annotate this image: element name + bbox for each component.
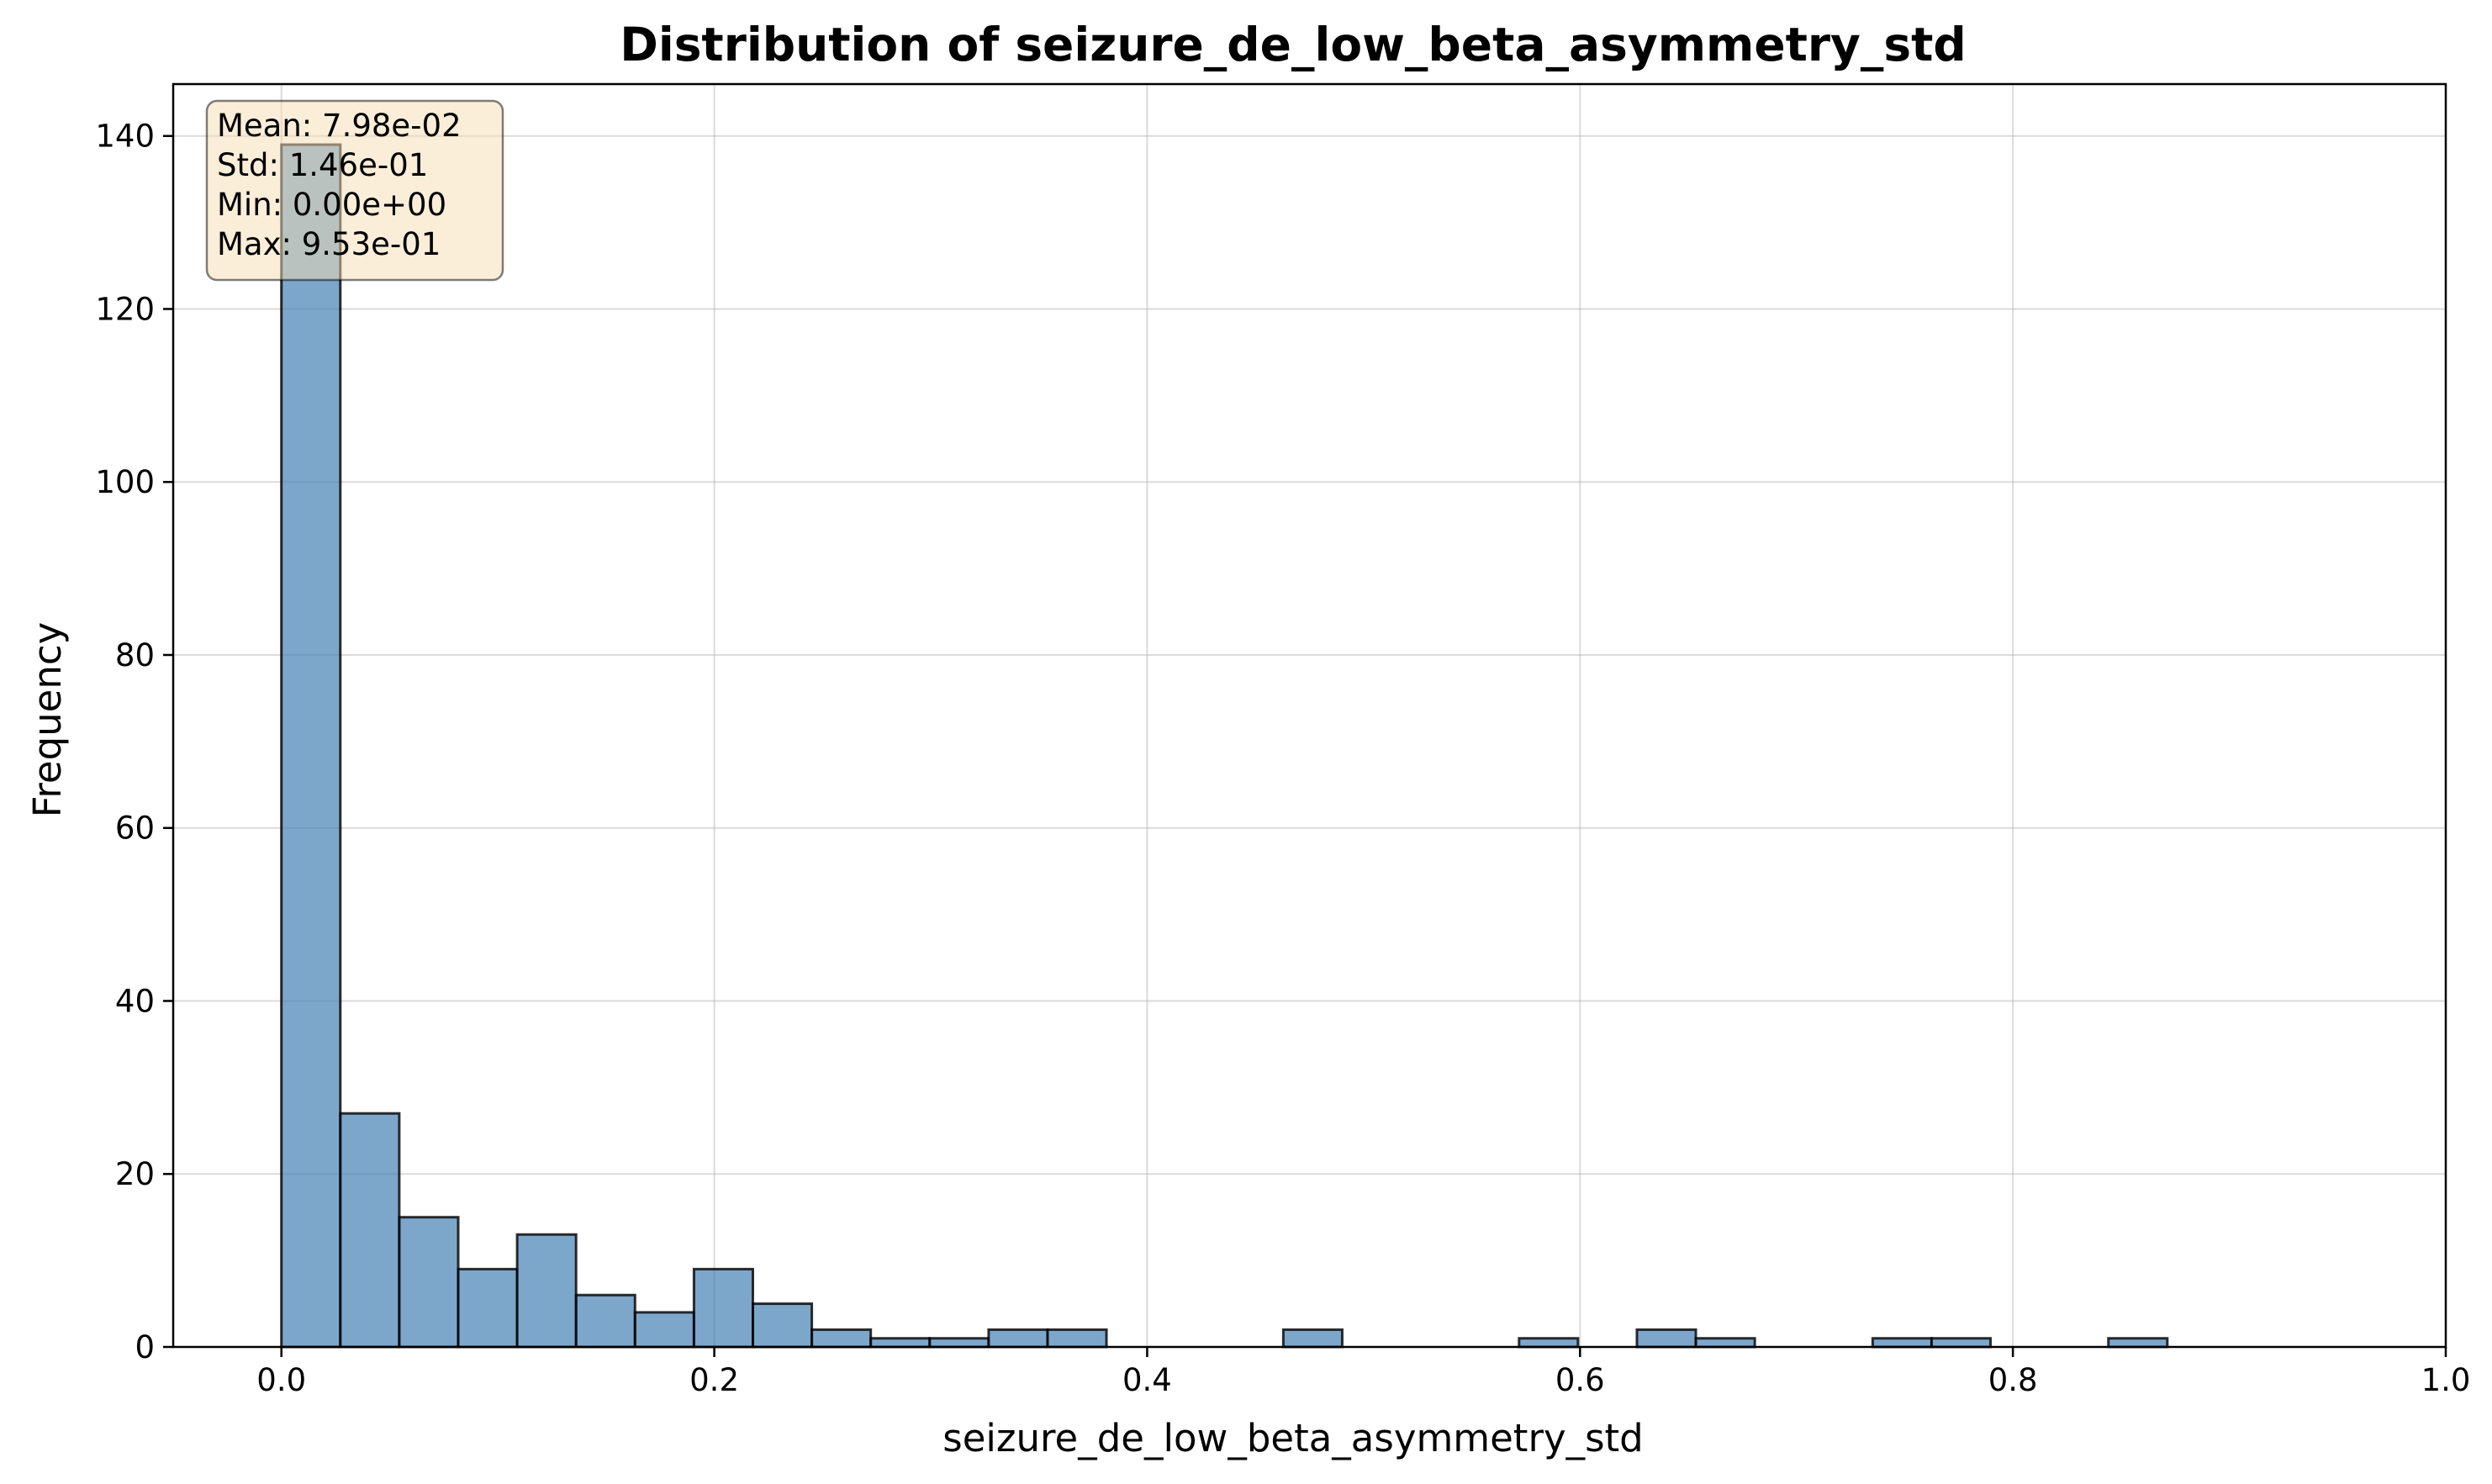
histogram-bar [1281,1328,1344,1349]
y-axis-ticks: 0 20 40 60 80 100 120 140 [95,119,173,1365]
y-tick-label: 140 [95,119,155,155]
histogram-bar [339,1112,401,1349]
x-tick-label: 0.0 [256,1362,306,1398]
x-tick-label: 0.8 [1988,1362,2038,1398]
chart-title: Distribution of seizure_de_low_beta_asym… [620,18,1967,71]
y-tick-label: 0 [135,1329,155,1365]
grid [173,84,2447,1348]
x-tick-label: 0.2 [689,1362,739,1398]
histogram-bar [1871,1337,1933,1349]
x-tick-label: 0.6 [1555,1362,1605,1398]
x-axis-ticks: 0.0 0.2 0.4 0.6 0.8 1.0 [256,1347,2470,1398]
histogram-bar [280,143,342,1349]
histogram-bar [869,1337,932,1349]
stats-std: Std: 1.46e-01 [217,147,428,183]
histogram-bar [633,1311,695,1349]
x-tick-label: 1.0 [2421,1362,2471,1398]
stats-box: Mean: 7.98e-02 Std: 1.46e-01 Min: 0.00e+… [205,99,504,282]
histogram-bar [1694,1337,1756,1349]
stats-box-background [205,99,504,282]
y-tick-label: 20 [115,1156,155,1192]
stats-min: Min: 0.00e+00 [217,187,446,223]
histogram-bar [1518,1337,1580,1349]
histogram-bar [515,1233,578,1349]
axes-frame [172,82,2447,1349]
x-axis-label: seizure_de_low_beta_asymmetry_std [942,1416,1643,1460]
histogram-bar [457,1267,519,1349]
histogram-bar [987,1328,1049,1349]
y-tick-label: 120 [95,291,155,327]
y-tick-label: 100 [95,464,155,500]
histogram-bar [1930,1337,1993,1349]
histogram-bar [928,1337,990,1349]
histogram-bar [2107,1337,2169,1349]
y-tick-label: 80 [115,637,155,673]
stats-max: Max: 9.53e-01 [217,226,441,262]
histogram-bar [810,1328,873,1349]
histogram-bar [692,1267,754,1349]
y-tick-label: 40 [115,983,155,1019]
histogram-bar [574,1293,636,1349]
histogram-bar [1635,1328,1697,1349]
y-axis-label: Frequency [25,622,70,817]
histogram-bars [280,143,2169,1349]
histogram-bar [751,1302,814,1349]
x-tick-label: 0.4 [1122,1362,1172,1398]
histogram-bar [398,1216,460,1349]
y-tick-label: 60 [115,811,155,847]
histogram-bar [1046,1328,1108,1349]
stats-mean: Mean: 7.98e-02 [217,108,462,144]
